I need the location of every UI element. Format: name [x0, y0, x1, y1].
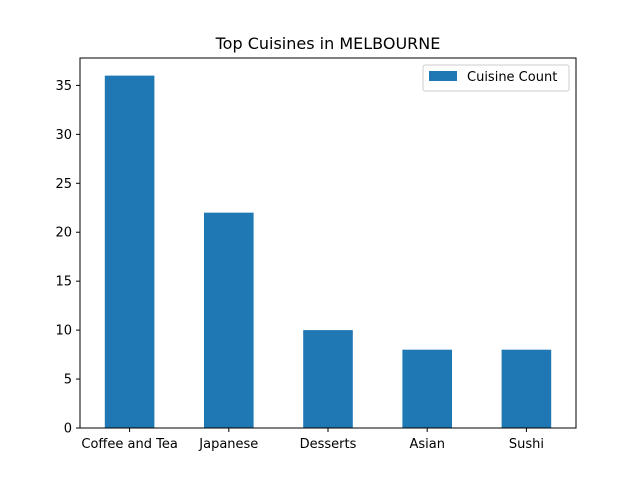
plot-frame	[79, 57, 577, 429]
y-tick-label: 30	[55, 128, 72, 143]
bar-coffee-and-tea	[104, 75, 155, 428]
x-tick-label: Desserts	[300, 437, 357, 452]
chart-title: Top Cuisines in MELBOURNE	[215, 34, 441, 53]
y-axis: 0 5 10 15 20 25 30 35	[55, 79, 80, 437]
y-tick-label: 10	[55, 324, 72, 339]
legend-box	[422, 64, 570, 92]
legend: Cuisine Count	[422, 64, 570, 92]
legend-label: Cuisine Count	[467, 70, 557, 85]
x-tick-label: Asian	[409, 437, 444, 452]
x-axis: Coffee and Tea Japanese Desserts Asian Sushi	[81, 428, 544, 452]
bar-sushi	[501, 349, 552, 428]
y-tick-label: 0	[64, 422, 72, 437]
bar-japanese	[204, 212, 254, 428]
x-tick-label: Sushi	[509, 437, 544, 452]
x-tick-label: Coffee and Tea	[81, 437, 177, 452]
y-tick-label: 25	[55, 177, 72, 192]
bar-desserts	[303, 330, 353, 428]
y-tick-label: 20	[55, 226, 72, 241]
y-tick-label: 5	[64, 373, 72, 388]
x-tick-label: Japanese	[198, 437, 258, 452]
bar-group	[104, 75, 552, 428]
legend-swatch	[429, 71, 457, 81]
y-tick-label: 15	[55, 275, 72, 290]
bar-asian	[402, 349, 452, 428]
y-tick-label: 35	[55, 79, 72, 94]
